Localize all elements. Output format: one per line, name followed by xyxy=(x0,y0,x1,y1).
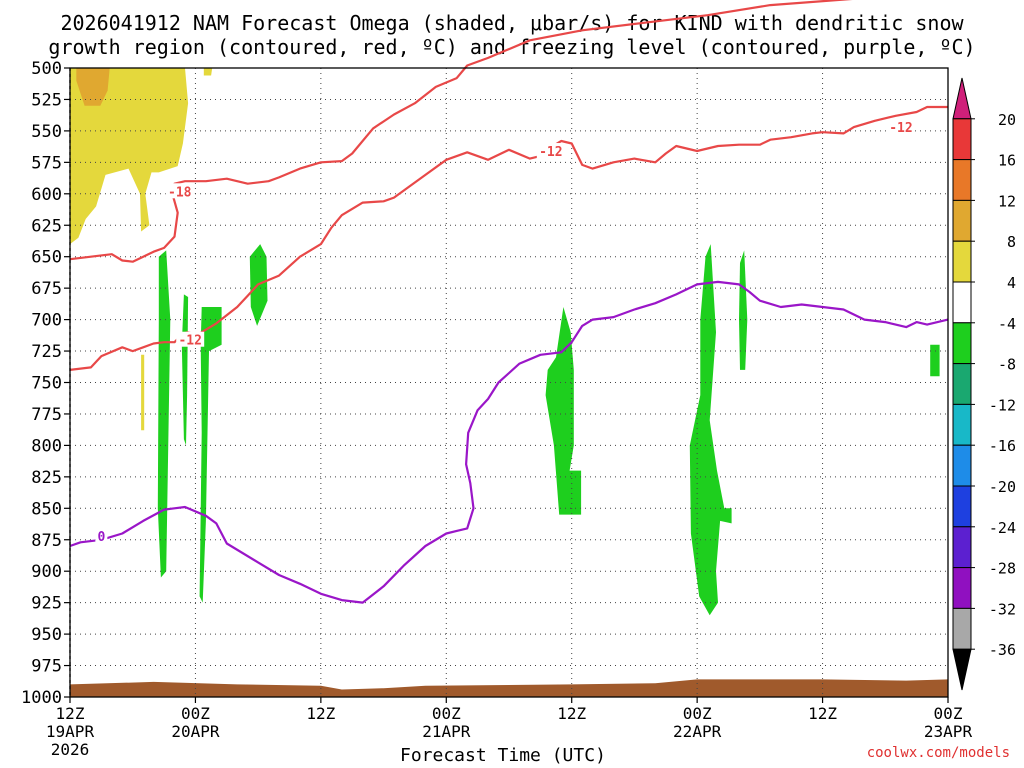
contour-label-bg-1 xyxy=(176,331,205,347)
x-tick-label-60: 00Z xyxy=(683,704,712,723)
colorbar-label-9: -20 xyxy=(989,478,1016,496)
omega-region-1 xyxy=(76,68,110,106)
colorbar-swatch-12 xyxy=(952,567,972,609)
colorbar-top-arrow xyxy=(952,77,972,120)
x-tick-year-0: 2026 xyxy=(51,740,90,759)
y-tick-label-575: 575 xyxy=(31,153,62,173)
x-tick-date-60: 22APR xyxy=(673,722,722,741)
x-tick-label-0: 12Z xyxy=(56,704,85,723)
contour-label-bg-4 xyxy=(95,527,108,543)
colorbar-swatch-8 xyxy=(952,403,972,446)
omega-region-4 xyxy=(181,294,189,446)
y-tick-label-600: 600 xyxy=(31,185,62,205)
y-tick-label-1000: 1000 xyxy=(21,688,62,708)
contour-labels: -18 -12 -12 -12 0 xyxy=(95,119,915,545)
x-tick-label-72: 12Z xyxy=(808,704,837,723)
y-tick-label-850: 850 xyxy=(31,499,62,519)
y-tick-label-625: 625 xyxy=(31,216,62,236)
colorbar-swatch-1 xyxy=(952,118,972,161)
y-tick-label-550: 550 xyxy=(31,122,62,142)
contour-line-4 xyxy=(69,280,949,604)
chart-title-line1: 2026041912 NAM Forecast Omega (shaded, μ… xyxy=(60,11,964,35)
x-tick-date-12: 20APR xyxy=(171,722,220,741)
contour-label-bg-0 xyxy=(165,183,194,199)
contour-line-0 xyxy=(69,0,853,263)
y-tick-label-825: 825 xyxy=(31,468,62,488)
colorbar-label-12: -32 xyxy=(989,600,1016,618)
contour-label-3: -12 xyxy=(889,121,912,136)
ground-layer xyxy=(70,679,948,697)
contour-label-bg-3 xyxy=(886,119,915,135)
y-tick-label-875: 875 xyxy=(31,531,62,551)
colorbar-swatch-11 xyxy=(952,526,972,569)
x-axis-title: Forecast Time (UTC) xyxy=(400,745,606,766)
contour-label-bg-2 xyxy=(536,143,565,159)
contour-label-0: -18 xyxy=(168,185,192,200)
ground-fill xyxy=(70,679,948,697)
colorbar-swatch-6 xyxy=(952,322,972,365)
x-tick-label-12: 00Z xyxy=(181,704,210,723)
y-tick-label-675: 675 xyxy=(31,279,62,299)
omega-region-3 xyxy=(157,250,171,578)
x-tick-label-84: 00Z xyxy=(934,704,963,723)
x-tick-label-36: 00Z xyxy=(432,704,461,723)
colorbar-label-8: -16 xyxy=(989,437,1016,455)
omega-region-7 xyxy=(545,307,582,515)
colorbar-label-10: -24 xyxy=(989,519,1016,537)
colorbar-label-6: -8 xyxy=(998,356,1016,374)
colorbar-swatch-7 xyxy=(952,363,972,405)
colorbar-label-2: 12 xyxy=(998,192,1016,210)
y-tick-label-900: 900 xyxy=(31,562,62,582)
y-tick-label-925: 925 xyxy=(31,594,62,614)
y-tick-label-750: 750 xyxy=(31,374,62,394)
colorbar-label-13: -36 xyxy=(989,641,1016,659)
x-tick-label-48: 12Z xyxy=(557,704,586,723)
colorbar-label-7: -12 xyxy=(989,396,1016,414)
site-credit: coolwx.com/models xyxy=(866,745,1010,761)
colorbar-bottom-arrow xyxy=(952,648,972,691)
contour-label-1: -12 xyxy=(178,334,201,349)
y-tick-label-800: 800 xyxy=(31,436,62,456)
y-tick-label-525: 525 xyxy=(31,90,62,110)
colorbar-swatch-9 xyxy=(952,444,972,487)
y-axis-ticks: 500 525 550 575 600 625 650 675 700 725 750 775 800 8… xyxy=(21,59,70,708)
y-tick-label-725: 725 xyxy=(31,342,62,362)
colorbar-swatch-3 xyxy=(952,199,972,242)
colorbar-swatch-10 xyxy=(952,485,972,528)
y-tick-label-650: 650 xyxy=(31,248,62,268)
y-tick-label-950: 950 xyxy=(31,625,62,645)
omega-region-5 xyxy=(199,307,222,603)
colorbar-label-5: -4 xyxy=(998,315,1016,333)
omega-region-9 xyxy=(739,250,748,370)
y-tick-label-775: 775 xyxy=(31,405,62,425)
colorbar-swatch-4 xyxy=(952,240,972,283)
x-tick-date-0: 19APR xyxy=(46,722,95,741)
contour-label-2: -12 xyxy=(539,145,562,160)
omega-shading xyxy=(70,68,940,616)
y-tick-label-500: 500 xyxy=(31,59,62,79)
colorbar-label-1: 16 xyxy=(998,152,1016,170)
colorbar-label-0: 20 xyxy=(998,111,1016,129)
colorbar-swatch-2 xyxy=(952,159,972,201)
colorbar-label-4: 4 xyxy=(1007,274,1016,292)
omega-region-0 xyxy=(70,68,189,245)
x-tick-date-84: 23APR xyxy=(924,722,973,741)
omega-region-10 xyxy=(930,344,940,377)
y-tick-label-975: 975 xyxy=(31,657,62,677)
omega-region-2 xyxy=(203,68,213,76)
omega-region-8 xyxy=(689,244,732,616)
colorbar-swatch-5 xyxy=(952,281,972,324)
colorbar: 20 16 12 8 4 -4 -8 -12 -16 -20 -24 -28 -32 -36 xyxy=(952,77,1016,691)
x-tick-date-36: 21APR xyxy=(422,722,471,741)
colorbar-label-11: -28 xyxy=(989,560,1016,578)
colorbar-swatch-13 xyxy=(952,607,972,650)
x-tick-label-24: 12Z xyxy=(306,704,335,723)
contour-label-4: 0 xyxy=(97,530,105,545)
y-tick-label-700: 700 xyxy=(31,311,62,331)
colorbar-label-3: 8 xyxy=(1007,233,1016,251)
omega-region-11 xyxy=(141,354,145,431)
